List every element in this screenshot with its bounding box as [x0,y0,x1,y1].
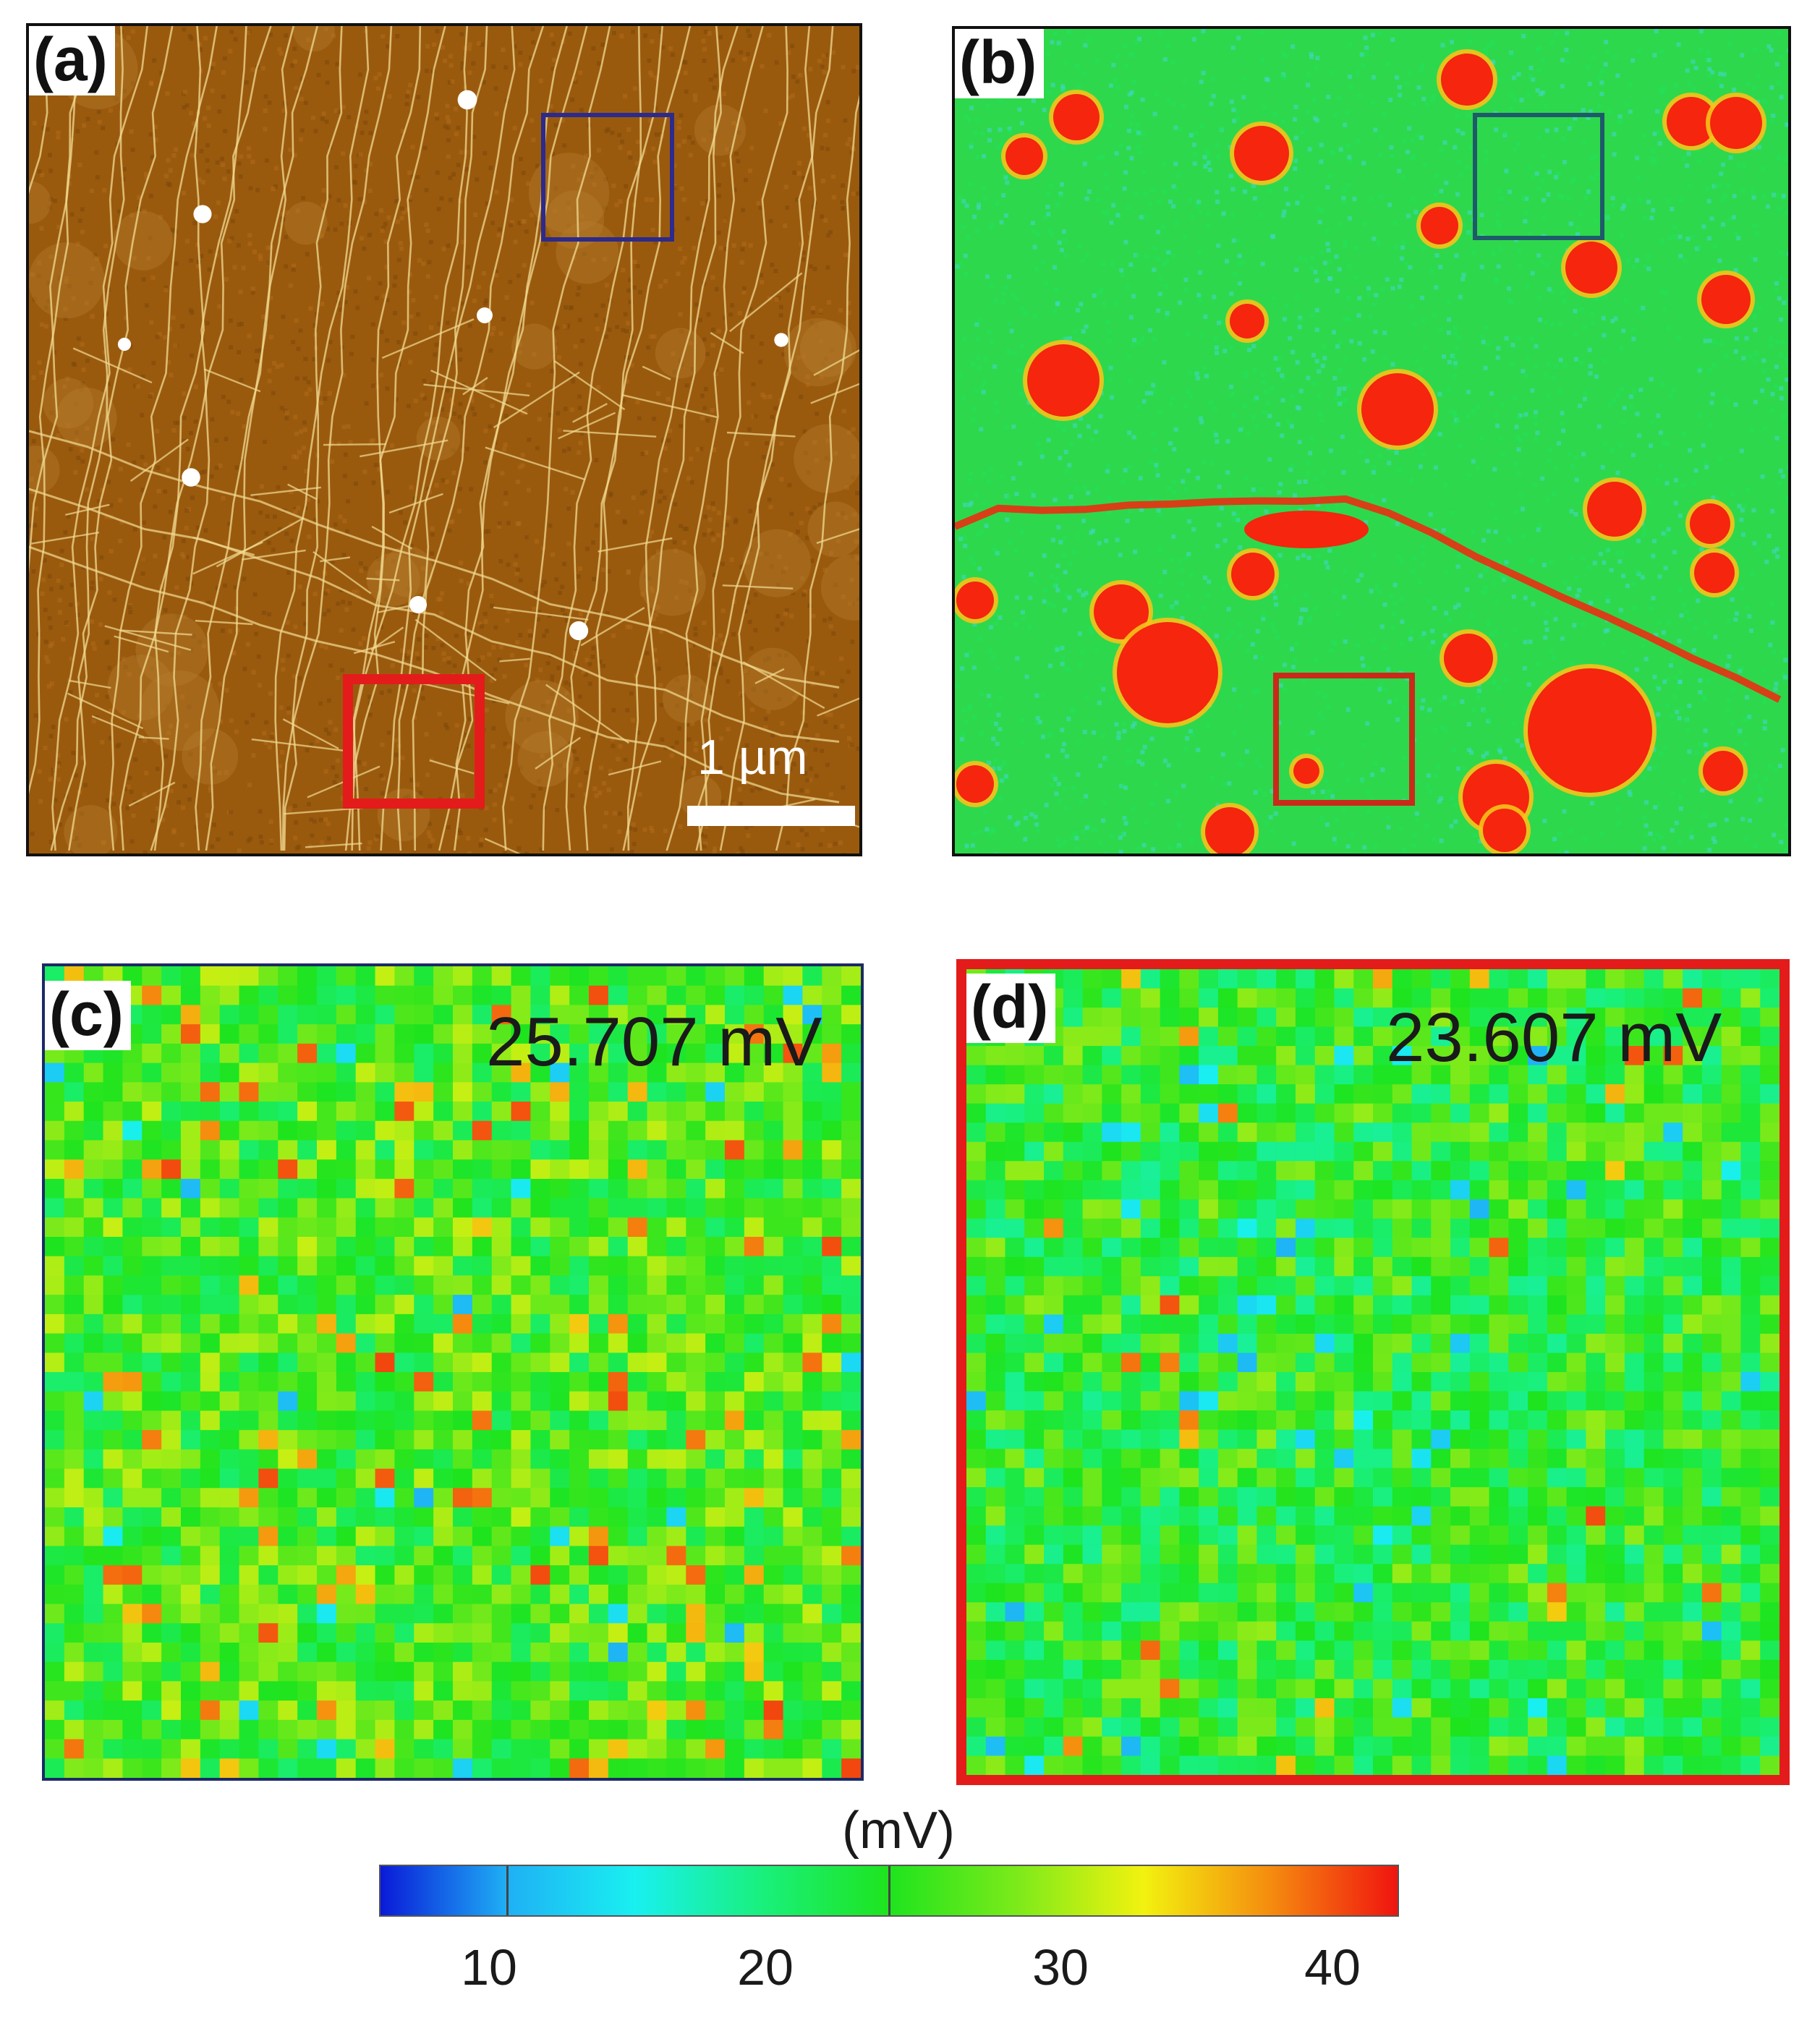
panel-c-label: (c) [45,981,131,1050]
colorbar-title: (mV) [842,1802,955,1860]
scale-bar [687,806,855,826]
roi-blue-box-b [1473,113,1604,240]
roi-red-box-a [343,674,485,809]
blue-roi-pixel-map [45,966,861,1778]
panel-a-topography: (a) 1 µm [26,23,862,856]
scale-bar-label: 1 µm [697,730,808,785]
panel-c-blue-roi-zoom: (c) 25.707 mV [42,963,864,1781]
colorbar-tick-20: 20 [737,1939,794,1996]
red-roi-pixel-map [966,969,1779,1775]
colorbar-tick-40: 40 [1304,1939,1361,1996]
panel-d-label: (d) [966,974,1056,1043]
colorbar-divider [506,1866,509,1915]
roi-red-box-b [1273,673,1415,806]
roi-blue-box-a [541,113,674,242]
panel-c-mean-potential: 25.707 mV [486,1003,822,1081]
panel-d-red-roi-zoom: (d) 23.607 mV [956,959,1790,1785]
potential-map-image [955,29,1788,853]
panel-b-label: (b) [955,29,1045,98]
panel-b-potential-map: (b) [952,26,1791,856]
topography-image [29,26,859,853]
panel-a-label: (a) [29,26,115,95]
panel-d-mean-potential: 23.607 mV [1386,999,1722,1076]
colorbar-divider [888,1866,890,1915]
colorbar-tick-10: 10 [461,1939,517,1996]
colorbar-tick-30: 30 [1032,1939,1089,1996]
